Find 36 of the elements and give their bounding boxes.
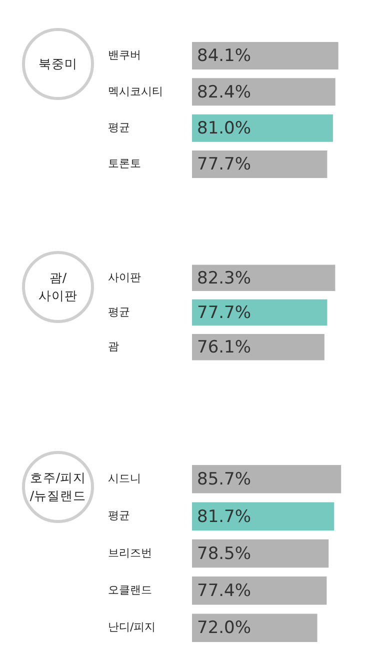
data-label: 77.7% [197, 302, 252, 323]
data-label: 76.1% [197, 338, 252, 358]
y-tick-label: 오클랜드 [108, 584, 152, 597]
y-tick-label: 밴쿠버 [108, 48, 141, 62]
bar [192, 465, 342, 494]
data-label: 81.0% [197, 118, 252, 139]
y-tick-label: 토론토 [108, 157, 141, 170]
bar [192, 539, 329, 568]
bar [192, 114, 333, 142]
bar [192, 150, 328, 178]
y-tick-label: 평균 [108, 509, 130, 522]
data-label: 78.5% [197, 544, 252, 564]
y-tick-label: 평균 [108, 305, 130, 318]
data-label: 84.1% [197, 46, 252, 66]
data-label: 72.0% [197, 618, 252, 638]
y-tick-label: 괌 [108, 340, 119, 353]
y-tick-label: 멕시코시티 [108, 84, 163, 98]
bar [192, 614, 318, 642]
bar [192, 576, 327, 605]
y-tick-label: 난디/피지 [108, 620, 156, 634]
data-label: 77.4% [197, 581, 252, 602]
data-label: 82.4% [197, 82, 252, 102]
bar [192, 502, 334, 530]
text: 호주/피지 /뉴질랜드 [30, 469, 86, 505]
data-label: 82.3% [197, 268, 252, 288]
text: 북중미 [38, 55, 78, 73]
text: 괌/ 사이판 [38, 269, 78, 305]
data-label: 85.7% [197, 470, 252, 490]
y-tick-label: 평균 [108, 120, 130, 134]
bar [192, 78, 336, 106]
data-label: 81.7% [197, 506, 252, 527]
data-label: 77.7% [197, 154, 252, 175]
y-tick-label: 시드니 [108, 472, 141, 486]
y-tick-label: 브리즈번 [108, 546, 152, 560]
y-tick-label: 사이판 [108, 270, 141, 284]
bar [192, 42, 338, 70]
